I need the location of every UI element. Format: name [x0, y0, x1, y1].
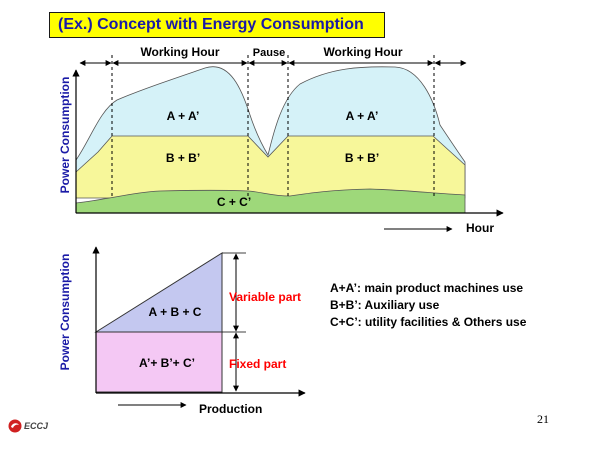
- fixed-region: [95, 331, 223, 393]
- legend-item-b: B+B’: Auxiliary use: [330, 298, 440, 312]
- top-energy-diagram: Working Hour Pause Working Hour A + A’ A…: [58, 45, 504, 235]
- top-layer-c-area: [75, 188, 466, 214]
- layer-label-b-1: B + B’: [166, 151, 200, 165]
- bottom-x-axis-label: Production: [199, 402, 262, 416]
- legend-item-a: A+A’: main product machines use: [330, 281, 524, 295]
- eccj-logo-text: ECCJ: [24, 421, 49, 431]
- layer-label-b-2: B + B’: [345, 151, 379, 165]
- legend: A+A’: main product machines use B+B’: Au…: [330, 280, 526, 331]
- top-y-axis-label: Power Consumption: [58, 77, 72, 194]
- layer-label-c: C + C’: [217, 195, 251, 209]
- variable-region-label: A + B + C: [149, 305, 202, 319]
- bottom-y-axis-label: Power Consumption: [58, 254, 72, 371]
- layer-label-a-2: A + A’: [346, 109, 379, 123]
- period-label-pause: Pause: [253, 47, 285, 59]
- period-label-working1: Working Hour: [140, 45, 219, 59]
- legend-item-c: C+C’: utility facilities & Others use: [330, 315, 527, 329]
- variable-part-label: Variable part: [229, 290, 301, 304]
- eccj-logo: ECCJ: [8, 417, 48, 435]
- bottom-cost-diagram: A + B + C A’+ B’+ C’ Variable part Fixed…: [58, 246, 306, 416]
- layer-label-a-1: A + A’: [167, 109, 200, 123]
- page-number: 21: [537, 412, 549, 426]
- fixed-region-label: A’+ B’+ C’: [139, 356, 195, 370]
- slide-title: (Ex.) Concept with Energy Consumption: [49, 12, 385, 38]
- variable-region: [94, 252, 223, 333]
- period-label-working2: Working Hour: [323, 45, 402, 59]
- fixed-part-label: Fixed part: [229, 357, 286, 371]
- top-x-axis-label: Hour: [466, 221, 494, 235]
- eccj-logo-icon: [8, 419, 22, 433]
